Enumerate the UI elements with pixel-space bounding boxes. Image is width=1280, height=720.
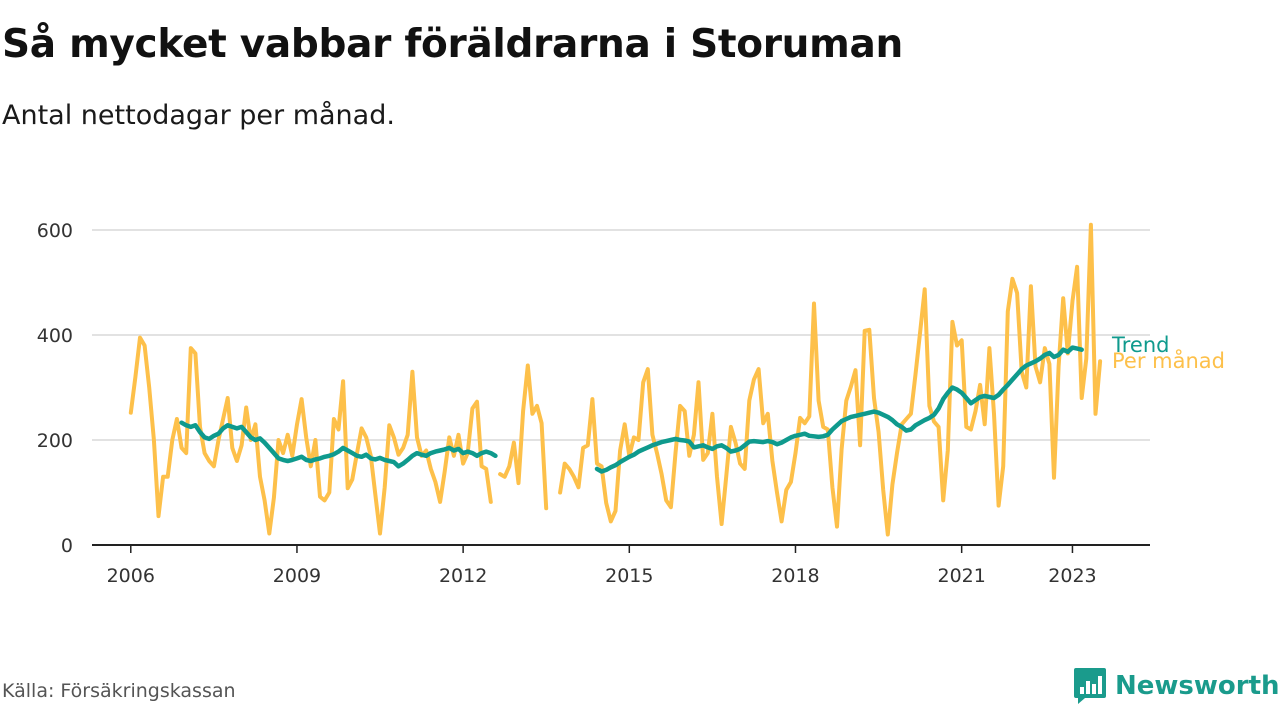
- x-axis-ticks: 2006 2009 2012 2015 2018 2021 2023: [107, 545, 1097, 587]
- series-label-monthly: Per månad: [1112, 348, 1225, 373]
- chart-title: Så mycket vabbar föräldrarna i Storuman: [2, 22, 903, 67]
- y-tick-200: 200: [37, 430, 73, 452]
- y-tick-400: 400: [37, 325, 73, 347]
- series-line-monthly-3: [558, 222, 1103, 537]
- series-line-monthly-1: [128, 335, 493, 536]
- x-tick-2009: 2009: [273, 565, 321, 587]
- series-line-trend-2: [594, 345, 1084, 474]
- x-tick-2015: 2015: [605, 565, 653, 587]
- series-lines: [128, 222, 1103, 537]
- x-tick-2023: 2023: [1048, 565, 1096, 587]
- series-labels: Trend Per månad: [1111, 333, 1225, 373]
- x-tick-2018: 2018: [771, 565, 819, 587]
- source-note: Källa: Försäkringskassan: [2, 680, 236, 702]
- y-gridlines: [92, 229, 1150, 441]
- brand-logo[interactable]: Newsworthy: [1073, 666, 1280, 706]
- x-tick-2006: 2006: [107, 565, 155, 587]
- y-axis-ticks: 0 200 400 600: [37, 220, 73, 557]
- x-tick-2021: 2021: [937, 565, 985, 587]
- series-label-trend: Trend: [1111, 333, 1169, 357]
- x-tick-2012: 2012: [439, 565, 487, 587]
- chart-subtitle: Antal nettodagar per månad.: [2, 100, 395, 131]
- bar-chart-icon: [1074, 668, 1106, 704]
- y-tick-0: 0: [61, 535, 73, 557]
- brand-name: Newsworthy: [1115, 671, 1280, 701]
- series-line-trend-1: [179, 420, 498, 469]
- y-tick-600: 600: [37, 220, 73, 242]
- series-line-monthly-2: [498, 363, 549, 511]
